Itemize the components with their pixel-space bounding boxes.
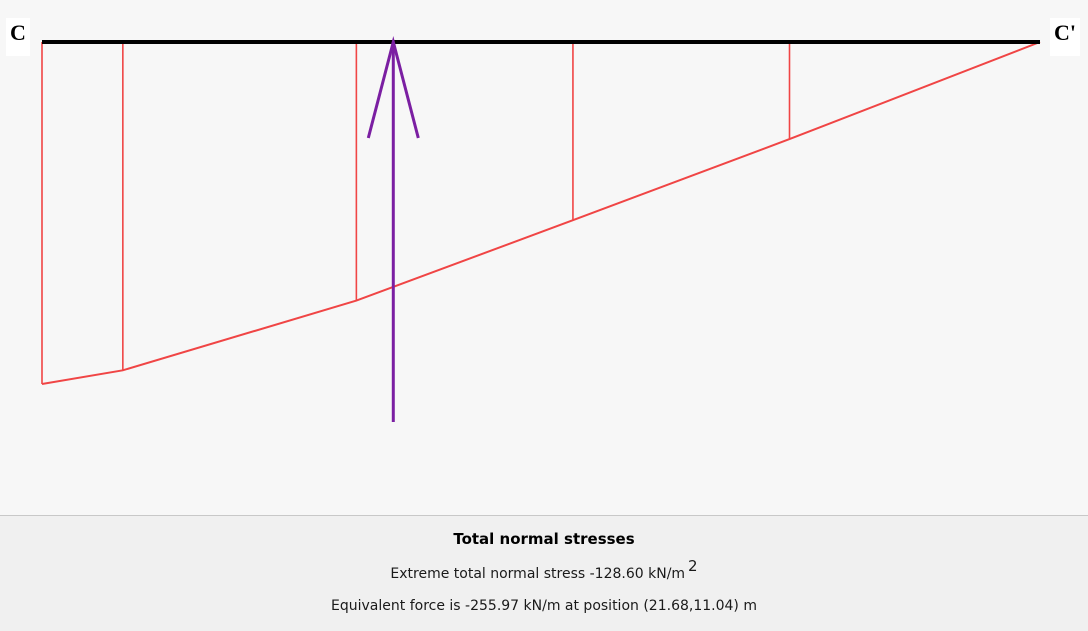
extreme-stress-text: Extreme total normal stress -128.60 kN/m… bbox=[0, 557, 1088, 582]
stress-envelope-line bbox=[41, 41, 1041, 385]
caption-panel: Total normal stresses Extreme total norm… bbox=[0, 515, 1088, 631]
point-label-c: C bbox=[6, 18, 30, 56]
diagram-panel: C C' bbox=[6, 18, 1080, 422]
force-arrow-head bbox=[366, 36, 420, 139]
point-label-c-prime: C' bbox=[1050, 18, 1080, 56]
equivalent-force-text: Equivalent force is -255.97 kN/m at posi… bbox=[331, 598, 757, 614]
caption-title: Total normal stresses bbox=[453, 530, 635, 548]
stress-diagram bbox=[41, 36, 1041, 422]
unit-exponent: 2 bbox=[688, 557, 698, 575]
stress-distribution bbox=[41, 41, 1041, 385]
equivalent-force-arrow bbox=[366, 36, 420, 422]
extreme-stress-value: Extreme total normal stress -128.60 kN/m bbox=[390, 566, 686, 582]
